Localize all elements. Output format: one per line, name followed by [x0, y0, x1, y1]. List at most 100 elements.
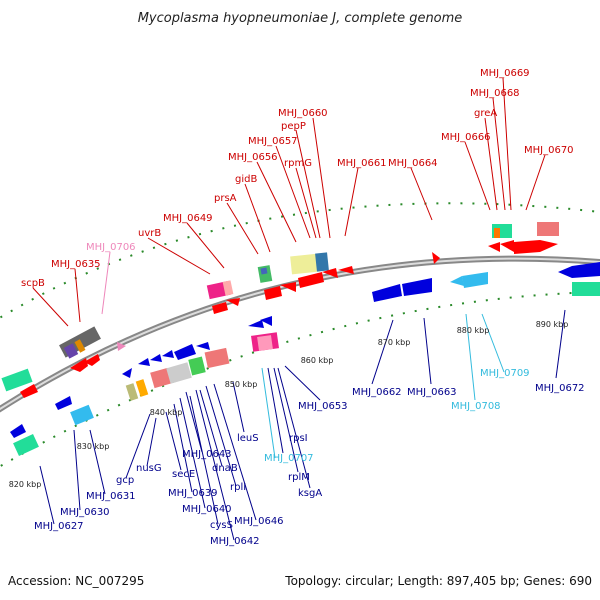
gene-box	[166, 362, 192, 384]
reverse-guide-arc	[0, 291, 600, 468]
gene-label: MHJ_0670	[524, 145, 574, 156]
gene-box	[188, 356, 206, 376]
genome-summary: Topology: circular; Length: 897,405 bp; …	[284, 574, 592, 588]
gene-box	[125, 383, 139, 401]
gene-label: MHJ_0630	[60, 507, 110, 518]
gene-label: pepP	[281, 121, 306, 132]
gene-label: MHJ_0664	[388, 158, 438, 169]
gene-arrow	[450, 276, 464, 286]
gene-label: MHJ_0708	[451, 401, 501, 412]
gene-label: MHJ_0646	[234, 516, 284, 527]
gene-label: rplM	[288, 472, 310, 483]
gene-box	[537, 222, 559, 236]
leader-lines	[32, 77, 566, 541]
gene-arrow	[174, 344, 196, 360]
map-title: Mycoplasma hyopneumoniae J, complete gen…	[138, 11, 463, 26]
gene-arrow	[540, 240, 558, 252]
gene-label: MHJ_0661	[337, 158, 387, 169]
gene-box	[63, 343, 79, 359]
gene-box	[257, 335, 273, 351]
gene-label: MHJ_0672	[535, 383, 585, 394]
gene-label: leuS	[237, 433, 259, 444]
gene-box	[135, 379, 149, 397]
gene-label: prsA	[214, 193, 237, 204]
gene-label: ksgA	[298, 488, 322, 499]
gene-label: gidB	[235, 174, 257, 185]
gene-label: dnaB	[212, 463, 238, 474]
gene-arrow	[402, 278, 432, 296]
gene-label: greA	[474, 108, 497, 119]
gene-arrow	[55, 396, 72, 410]
gene-label: MHJ_0642	[210, 536, 260, 547]
gene-label: MHJ_0669	[480, 68, 530, 79]
gene-label: uvrB	[138, 228, 161, 239]
scale-ticks: 820 kbp 830 kbp 840 kbp 850 kbp 860 kbp …	[9, 320, 569, 489]
gene-arrow	[10, 424, 26, 438]
gene-arrow	[514, 240, 540, 254]
gene-arrow	[432, 252, 440, 264]
gene-label: MHJ_0649	[163, 213, 213, 224]
gene-box	[257, 265, 273, 283]
gene-arrow	[488, 242, 500, 252]
forward-gene-labels: MHJ_0669 MHJ_0668 greA MHJ_0666 MHJ_0670…	[21, 68, 574, 289]
gene-label: MHJ_0635	[51, 259, 101, 270]
gene-arrow	[248, 320, 264, 328]
guide-arcs	[0, 202, 600, 468]
gene-box	[150, 367, 172, 389]
gene-label: MHJ_0656	[228, 152, 278, 163]
reverse-gene-labels: MHJ_0662 MHJ_0663 MHJ_0672 MHJ_0653 leuS…	[34, 368, 585, 547]
scale-tick-880: 880 kbp	[457, 326, 490, 335]
gene-label: cysS	[210, 520, 233, 531]
gene-arrow	[212, 302, 228, 314]
gene-arrow	[280, 282, 296, 292]
gene-arrow	[84, 354, 100, 366]
gene-box	[315, 252, 329, 272]
gene-label: nusG	[136, 463, 162, 474]
gene-arrow	[264, 286, 282, 300]
gene-label: rplI	[230, 482, 246, 493]
gene-label: rpmG	[284, 158, 312, 169]
gene-label: MHJ_0706	[86, 242, 136, 253]
gene-label: MHJ_0639	[168, 488, 218, 499]
gene-label: MHJ_0662	[352, 387, 402, 398]
forward-genes	[1, 222, 559, 398]
gene-label: MHJ_0666	[441, 132, 491, 143]
gene-arrow	[462, 272, 488, 288]
gene-box	[1, 368, 33, 392]
gene-box	[290, 253, 320, 275]
gene-box	[204, 347, 230, 369]
scale-tick-850: 850 kbp	[225, 380, 258, 389]
gene-box	[260, 267, 268, 275]
scale-tick-830: 830 kbp	[77, 442, 110, 451]
gene-label: MHJ_0668	[470, 88, 520, 99]
gene-arrow	[298, 272, 324, 288]
gene-box	[74, 339, 86, 353]
gene-label: MHJ_0631	[86, 491, 136, 502]
gene-arrow	[260, 316, 272, 326]
gene-label: MHJ_0660	[278, 108, 328, 119]
scale-tick-840: 840 kbp	[150, 408, 183, 417]
gene-label: scpB	[21, 278, 45, 289]
gene-arrow	[226, 298, 240, 306]
gene-box	[13, 434, 39, 456]
gene-arrow	[150, 354, 162, 362]
gene-arrow	[196, 342, 210, 350]
gene-box	[572, 282, 600, 296]
gene-arrow	[122, 368, 132, 378]
forward-guide-arc	[0, 202, 600, 319]
gene-arrow	[162, 350, 174, 358]
gene-label: MHJ_0627	[34, 521, 84, 532]
scale-tick-870: 870 kbp	[378, 338, 411, 347]
gene-label: MHJ_0640	[182, 504, 232, 515]
gene-arrow	[500, 240, 514, 252]
gene-box	[70, 404, 94, 426]
gene-label: MHJ_0643	[182, 449, 232, 460]
accession-label: Accession: NC_007295	[8, 574, 144, 588]
gene-arrow	[558, 266, 572, 278]
gene-arrow	[338, 266, 354, 274]
gene-label: MHJ_0657	[248, 136, 298, 147]
gene-label: secE	[172, 469, 195, 480]
gene-label: MHJ_0709	[480, 368, 530, 379]
